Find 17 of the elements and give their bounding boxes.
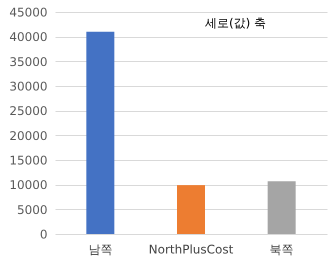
y-tick-label: 15000 (9, 154, 48, 168)
y-tick-label: 0 (40, 228, 48, 242)
y-tick-label: 20000 (9, 128, 48, 143)
y-tick-label: 10000 (9, 178, 48, 192)
y-tick-label: 45000 (9, 6, 48, 20)
y-tick-label: 5000 (16, 202, 48, 217)
bar (177, 185, 205, 234)
y-tick-label: 35000 (9, 54, 48, 69)
y-tick-label: 40000 (9, 30, 48, 44)
y-tick-label: 30000 (9, 80, 48, 94)
y-tick-label: 25000 (9, 104, 48, 118)
bar (86, 32, 114, 234)
bar (268, 181, 296, 234)
x-tick-label: NorthPlusCost (148, 242, 234, 256)
annotation: 세로(값) 축 (205, 16, 266, 30)
x-tick-label: 북쪽 (270, 242, 294, 256)
x-tick-label: 남쪽 (88, 242, 112, 256)
